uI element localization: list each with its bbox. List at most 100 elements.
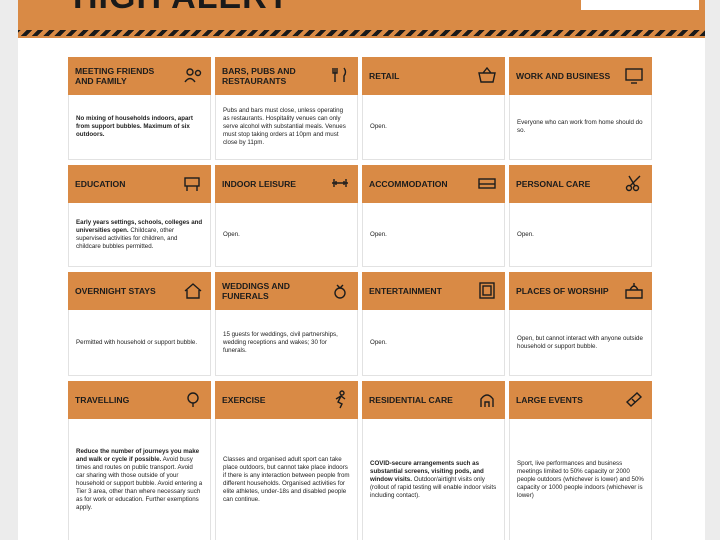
card-header: ENTERTAINMENT [362,272,505,310]
card: PERSONAL CARE Open. [509,165,652,267]
card-bold-text: Early years settings, schools, colleges … [76,218,203,234]
card-text: Classes and organised adult sport can ta… [223,456,350,504]
card-header: INDOOR LEISURE [215,165,358,203]
card-header: PERSONAL CARE [509,165,652,203]
card-title: TRAVELLING [75,395,130,405]
card-body: Sport, live performances and business me… [509,419,652,540]
card-icon [184,68,202,83]
card-icon [184,283,202,299]
card: LARGE EVENTS Sport, live performances and… [509,381,652,540]
card: RETAIL Open. [362,57,505,160]
card-title: WORK AND BUSINESS [516,71,611,81]
card-text: Open. [370,339,387,347]
hazard-stripe [18,30,705,36]
card-text: Open. [370,231,387,239]
card-header: EXERCISE [215,381,358,419]
card-title: EXERCISE [222,395,266,405]
card-body: Open. [362,203,505,267]
card-title: PLACES OF WORSHIP [516,286,609,296]
card-header: OVERNIGHT STAYS [68,272,211,310]
card-header: BARS, PUBS AND RESTAURANTS [215,57,358,95]
card-body: COVID-secure arrangements such as substa… [362,419,505,540]
card: EDUCATION Early years settings, schools, … [68,165,211,267]
card-header: RETAIL [362,57,505,95]
card-header: WORK AND BUSINESS [509,57,652,95]
card-body: Open. [215,203,358,267]
card: BARS, PUBS AND RESTAURANTS Pubs and bars … [215,57,358,160]
card-body: Open, but cannot interact with anyone ou… [509,310,652,376]
card-text: Open. [370,123,387,131]
card-grid: MEETING FRIENDS AND FAMILY No mixing of h… [68,57,652,540]
card-body: Open. [509,203,652,267]
card-body: Classes and organised adult sport can ta… [215,419,358,540]
card-body: Open. [362,95,505,160]
card-bold-text: COVID-secure arrangements such as substa… [370,459,484,483]
card-text: Pubs and bars must close, unless operati… [223,107,350,147]
card-title: RESIDENTIAL CARE [369,395,453,405]
card-title: ENTERTAINMENT [369,286,442,296]
card: WEDDINGS AND FUNERALS 15 guests for weddi… [215,272,358,376]
card-body: Reduce the number of journeys you make a… [68,419,211,540]
card: ENTERTAINMENT Open. [362,272,505,376]
card-header: WEDDINGS AND FUNERALS [215,272,358,310]
card-plain-text: Childcare, other supervised activities f… [76,226,178,250]
card-title: LARGE EVENTS [516,395,583,405]
card-header: MEETING FRIENDS AND FAMILY [68,57,211,95]
card-plain-text: Everyone who can work from home should d… [517,119,643,134]
card: RESIDENTIAL CARE COVID-secure arrangement… [362,381,505,540]
card-body: Everyone who can work from home should d… [509,95,652,160]
card: ACCOMMODATION Open. [362,165,505,267]
card-plain-text: 15 guests for weddings, civil partnershi… [223,330,338,354]
card-header: LARGE EVENTS [509,381,652,419]
card-text: Open, but cannot interact with anyone ou… [517,335,644,351]
card-plain-text: Open, but cannot interact with anyone ou… [517,334,643,350]
card-text: Open. [223,231,240,239]
card-body: Permitted with household or support bubb… [68,310,211,376]
card-icon [334,284,346,299]
card: PLACES OF WORSHIP Open, but cannot intera… [509,272,652,376]
card-title: BARS, PUBS AND RESTAURANTS [222,66,296,86]
card: TRAVELLING Reduce the number of journeys … [68,381,211,540]
card-icon [479,282,495,299]
card-plain-text: Open. [370,123,387,130]
card-body: 15 guests for weddings, civil partnershi… [215,310,358,376]
card: INDOOR LEISURE Open. [215,165,358,267]
card-title: WEDDINGS AND FUNERALS [222,281,290,301]
card-text: 15 guests for weddings, civil partnershi… [223,331,350,355]
card: OVERNIGHT STAYS Permitted with household … [68,272,211,376]
card-plain-text: Open. [223,230,240,238]
card-icon [480,394,494,407]
card-plain-text: Open. [370,230,387,238]
card-body: No mixing of households indoors, apart f… [68,95,211,160]
card-text: Everyone who can work from home should d… [517,119,644,135]
tag-box [581,0,699,10]
card-body: Early years settings, schools, colleges … [68,203,211,267]
card-icon [332,67,347,82]
card-title: MEETING FRIENDS AND FAMILY [75,66,155,86]
card-icon [335,390,346,409]
card-text: Early years settings, schools, colleges … [76,219,203,251]
page-title: HIGH ALERT [73,0,290,17]
card-body: Pubs and bars must close, unless operati… [215,95,358,160]
card-plain-text: Avoid busy times and routes on public tr… [76,455,203,511]
card-plain-text: Open. [370,338,387,346]
card-body: Open. [362,310,505,376]
card-title: EDUCATION [75,179,126,189]
card-title: PERSONAL CARE [516,179,591,189]
card-header: TRAVELLING [68,381,211,419]
card-title: INDOOR LEISURE [222,179,297,189]
card-title: RETAIL [369,71,400,81]
card-plain-text: Permitted with household or support bubb… [76,338,198,346]
card: EXERCISE Classes and organised adult spor… [215,381,358,540]
card-icon [332,179,348,187]
card-title: ACCOMMODATION [369,179,448,189]
card-plain-text: Outdoor/airtight visits only (rollout of… [370,475,497,499]
card-bold-text: No mixing of households indoors, apart f… [76,115,193,138]
card-icon [625,283,643,299]
card: WORK AND BUSINESS Everyone who can work f… [509,57,652,160]
card-header: RESIDENTIAL CARE [362,381,505,419]
card-icon [625,392,643,407]
card-plain-text: Classes and organised adult sport can ta… [223,455,350,503]
card-text: Permitted with household or support bubb… [76,339,197,347]
